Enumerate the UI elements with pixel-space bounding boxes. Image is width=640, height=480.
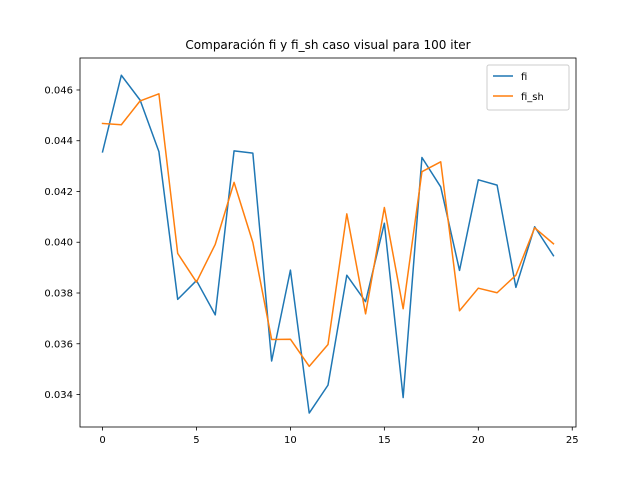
y-tick-label: 0.038 — [44, 289, 73, 300]
chart-title: Comparación fi y fi_sh caso visual para … — [185, 38, 470, 52]
x-tick-label: 10 — [284, 435, 297, 446]
x-tick-label: 25 — [566, 435, 579, 446]
legend-label-fi_sh: fi_sh — [521, 92, 544, 103]
x-tick-label: 20 — [472, 435, 485, 446]
y-tick-label: 0.046 — [44, 85, 73, 96]
series-line-fi_sh — [101, 93, 555, 368]
legend-box — [486, 64, 570, 111]
legend-label-fi: fi — [521, 72, 527, 83]
x-tick-label: 0 — [99, 435, 105, 446]
y-tick-label: 0.034 — [44, 390, 73, 401]
y-tick-label: 0.042 — [44, 187, 73, 198]
axes-frame — [79, 57, 577, 428]
x-tick-label: 15 — [378, 435, 391, 446]
y-tick-label: 0.044 — [44, 136, 73, 147]
legend: fi fi_sh — [486, 64, 570, 111]
series-line-fi — [101, 74, 555, 414]
y-tick-label: 0.036 — [44, 339, 73, 350]
y-tick-label: 0.040 — [44, 238, 73, 249]
x-tick-label: 5 — [193, 435, 199, 446]
plot-area: 0 5 10 15 20 25 0.034 0.036 0.038 0.040 0.042 0.044… — [44, 57, 579, 446]
